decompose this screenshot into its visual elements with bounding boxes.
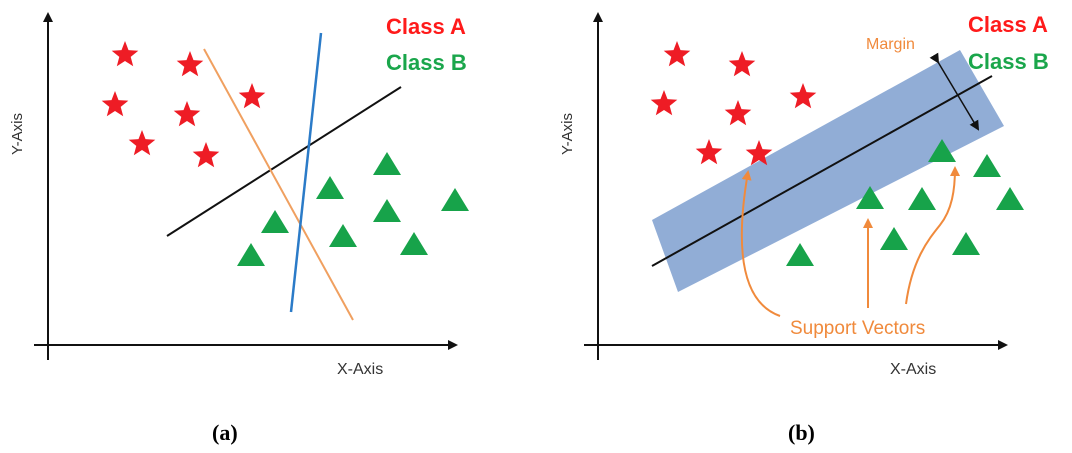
hyperplane-line bbox=[651, 75, 993, 267]
class-a-star-icon bbox=[128, 130, 156, 156]
class-b-triangle-icon bbox=[400, 232, 428, 255]
class-a-star-icon bbox=[176, 51, 204, 77]
panel-b: X-Axis Y-Axis Class A Class B Margin Sup… bbox=[559, 12, 1049, 378]
class-b-points bbox=[786, 139, 1024, 266]
class-a-star-icon bbox=[111, 41, 139, 67]
class-b-triangle-icon bbox=[908, 187, 936, 210]
class-b-triangle-icon bbox=[261, 210, 289, 233]
class-a-star-icon bbox=[101, 91, 129, 117]
class-a-star-icon bbox=[745, 140, 773, 166]
x-axis-label: X-Axis bbox=[890, 361, 936, 378]
class-a-star-icon bbox=[663, 41, 691, 67]
panel-a: X-Axis Y-Axis Class A Class B bbox=[9, 12, 469, 378]
y-axis-label: Y-Axis bbox=[559, 113, 576, 155]
class-b-triangle-icon bbox=[880, 227, 908, 250]
margin-label: Margin bbox=[866, 36, 915, 53]
support-vector-arrow bbox=[905, 166, 960, 305]
class-a-star-icon bbox=[724, 100, 752, 126]
class-b-triangle-icon bbox=[786, 243, 814, 266]
class-b-points bbox=[237, 152, 469, 266]
panel-b-caption: (b) bbox=[788, 420, 815, 445]
margin-arrow bbox=[929, 52, 980, 131]
support-vector-arrow bbox=[740, 170, 781, 317]
panel-a-caption: (a) bbox=[212, 420, 238, 445]
class-b-triangle-icon bbox=[441, 188, 469, 211]
class-b-triangle-icon bbox=[316, 176, 344, 199]
class-a-star-icon bbox=[695, 139, 723, 165]
class-b-triangle-icon bbox=[996, 187, 1024, 210]
y-axis-label: Y-Axis bbox=[9, 113, 26, 155]
x-axis-label: X-Axis bbox=[337, 361, 383, 378]
class-a-star-icon bbox=[650, 90, 678, 116]
class-a-star-icon bbox=[789, 83, 817, 109]
class-a-star-icon bbox=[173, 101, 201, 127]
margin-band bbox=[652, 50, 1004, 292]
separator-black-line bbox=[166, 86, 402, 237]
class-a-points bbox=[650, 41, 817, 166]
separator-blue-line bbox=[289, 32, 323, 313]
class-a-points bbox=[101, 41, 266, 168]
class-b-triangle-icon bbox=[952, 232, 980, 255]
class-b-triangle-icon bbox=[329, 224, 357, 247]
class-a-star-icon bbox=[192, 142, 220, 168]
legend-class-a: Class A bbox=[386, 14, 466, 39]
legend-class-a: Class A bbox=[968, 12, 1048, 37]
class-b-triangle-icon bbox=[373, 199, 401, 222]
class-b-triangle-icon bbox=[237, 243, 265, 266]
legend-class-b: Class B bbox=[968, 49, 1049, 74]
support-vectors-label: Support Vectors bbox=[790, 318, 925, 339]
class-a-star-icon bbox=[238, 83, 266, 109]
separator-orange-line bbox=[203, 48, 354, 321]
class-b-triangle-icon bbox=[928, 139, 956, 162]
class-b-triangle-icon bbox=[373, 152, 401, 175]
class-b-triangle-icon bbox=[856, 186, 884, 209]
class-b-triangle-icon bbox=[973, 154, 1001, 177]
legend-class-b: Class B bbox=[386, 50, 467, 75]
class-a-star-icon bbox=[728, 51, 756, 77]
